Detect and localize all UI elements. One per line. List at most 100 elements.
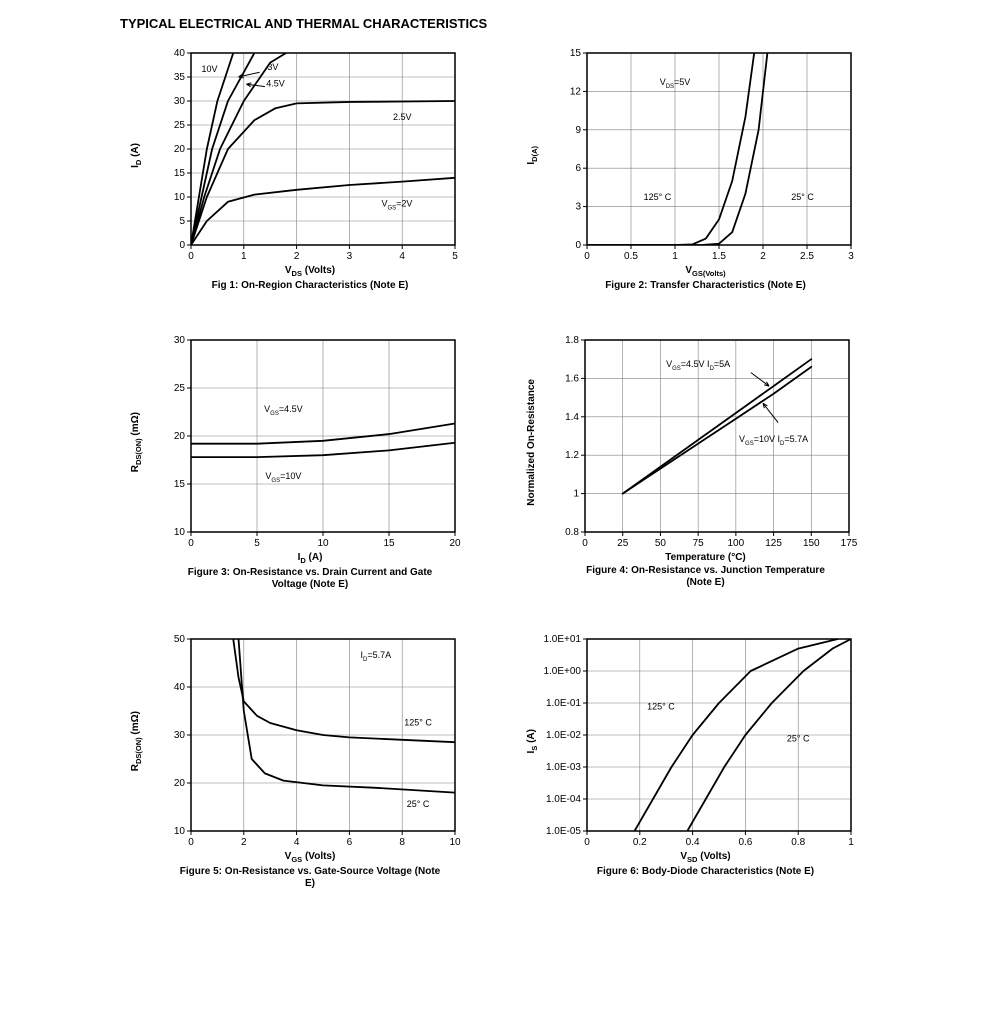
svg-text:8: 8 [399,837,405,848]
svg-text:15: 15 [569,48,581,59]
svg-text:25: 25 [174,383,186,394]
svg-text:1.8: 1.8 [565,335,579,346]
svg-text:25° C: 25° C [407,799,430,809]
fig1-ylabel: ID (A) [130,143,143,168]
svg-text:1.0E-01: 1.0E-01 [545,698,580,709]
svg-text:5: 5 [179,216,185,227]
svg-text:1: 1 [241,251,247,262]
svg-text:125° C: 125° C [647,701,675,711]
svg-text:0: 0 [188,837,194,848]
fig6-cell: IS (A)00.20.40.60.811.0E-051.0E-041.0E-0… [526,631,872,890]
svg-text:1.0E-02: 1.0E-02 [545,730,580,741]
svg-text:2: 2 [294,251,300,262]
fig4-xlabel: Temperature (°C) [574,552,838,563]
svg-text:1.0E-05: 1.0E-05 [545,826,580,837]
fig1-cell: ID (A)012345051015202530354010V3V4.5V2.5… [130,45,476,292]
svg-text:0: 0 [584,251,590,262]
svg-text:5: 5 [452,251,458,262]
svg-text:125° C: 125° C [404,717,432,727]
svg-text:15: 15 [174,168,186,179]
fig6-ylabel: IS (A) [526,729,539,753]
svg-text:1.2: 1.2 [565,450,579,461]
fig4-svg: 02550751001251501750.811.21.41.61.8VGS=4… [537,332,857,552]
svg-text:150: 150 [802,538,819,549]
svg-text:0.8: 0.8 [791,837,805,848]
svg-text:2.5V: 2.5V [393,112,412,122]
svg-text:0.8: 0.8 [565,527,579,538]
svg-text:20: 20 [174,778,186,789]
svg-text:1: 1 [573,489,579,500]
svg-text:0: 0 [179,240,185,251]
svg-text:40: 40 [174,48,186,59]
svg-text:1.0E-03: 1.0E-03 [545,762,580,773]
svg-text:1.0E+01: 1.0E+01 [543,634,581,645]
svg-text:1.5: 1.5 [712,251,726,262]
fig5-caption: Figure 5: On-Resistance vs. Gate-Source … [178,866,442,890]
fig5-ylabel: RDS(ON) (mΩ) [130,711,143,771]
svg-text:2.5: 2.5 [800,251,814,262]
svg-text:10: 10 [449,837,461,848]
svg-text:0: 0 [575,240,581,251]
svg-text:10: 10 [174,527,186,538]
fig3-xlabel: ID (A) [178,552,442,565]
svg-text:20: 20 [449,538,461,549]
svg-text:2: 2 [760,251,766,262]
fig1-xlabel: VDS (Volts) [178,265,442,278]
svg-text:20: 20 [174,144,186,155]
svg-text:3V: 3V [267,62,278,72]
chart-grid: ID (A)012345051015202530354010V3V4.5V2.5… [130,45,871,890]
svg-text:3: 3 [575,202,581,213]
svg-text:1.6: 1.6 [565,373,579,384]
svg-text:100: 100 [727,538,744,549]
fig3-cell: RDS(ON) (mΩ)051015201015202530VGS=4.5VVG… [130,332,476,591]
svg-text:1.4: 1.4 [565,412,579,423]
svg-text:0: 0 [188,538,194,549]
svg-text:10: 10 [317,538,329,549]
svg-text:25: 25 [617,538,629,549]
svg-text:1: 1 [672,251,678,262]
svg-text:15: 15 [174,479,186,490]
svg-text:125° C: 125° C [643,192,671,202]
svg-text:5: 5 [254,538,260,549]
fig5-cell: RDS(ON) (mΩ)02468101020304050ID=5.7A125°… [130,631,476,890]
svg-text:50: 50 [174,634,186,645]
fig2-caption: Figure 2: Transfer Characteristics (Note… [574,280,838,292]
fig4-caption: Figure 4: On-Resistance vs. Junction Tem… [574,565,838,589]
fig6-xlabel: VSD (Volts) [574,851,838,864]
fig5-xlabel: VGS (Volts) [178,851,442,864]
fig6-svg: 00.20.40.60.811.0E-051.0E-041.0E-031.0E-… [539,631,859,851]
svg-text:12: 12 [569,86,581,97]
svg-text:10: 10 [174,192,186,203]
svg-text:4: 4 [294,837,300,848]
svg-text:9: 9 [575,125,581,136]
svg-text:0.4: 0.4 [685,837,699,848]
svg-text:25° C: 25° C [791,192,814,202]
svg-text:25° C: 25° C [786,733,809,743]
svg-text:40: 40 [174,682,186,693]
fig2-cell: ID(A)00.511.522.5303691215VDS=5V125° C25… [526,45,872,292]
svg-text:30: 30 [174,96,186,107]
svg-text:2: 2 [241,837,247,848]
svg-text:6: 6 [347,837,353,848]
svg-text:10: 10 [174,826,186,837]
svg-text:1.0E-04: 1.0E-04 [545,794,580,805]
fig6-caption: Figure 6: Body-Diode Characteristics (No… [574,866,838,878]
fig4-cell: Normalized On-Resistance0255075100125150… [526,332,872,591]
svg-text:0: 0 [582,538,588,549]
fig2-ylabel: ID(A) [526,146,539,165]
fig2-xlabel: VGS(Volts) [574,265,838,278]
fig5-svg: 02468101020304050ID=5.7A125° C25° C [143,631,463,851]
fig1-caption: Fig 1: On-Region Characteristics (Note E… [178,280,442,292]
svg-text:0.2: 0.2 [632,837,646,848]
svg-text:0.5: 0.5 [624,251,638,262]
svg-text:75: 75 [692,538,704,549]
svg-text:4.5V: 4.5V [266,79,285,89]
fig1-svg: 012345051015202530354010V3V4.5V2.5VVGS=2… [143,45,463,265]
svg-text:0.6: 0.6 [738,837,752,848]
svg-text:10V: 10V [201,64,217,74]
fig3-svg: 051015201015202530VGS=4.5VVGS=10V [143,332,463,552]
svg-text:3: 3 [848,251,854,262]
svg-text:25: 25 [174,120,186,131]
svg-text:4: 4 [399,251,405,262]
fig3-caption: Figure 3: On-Resistance vs. Drain Curren… [178,567,442,591]
